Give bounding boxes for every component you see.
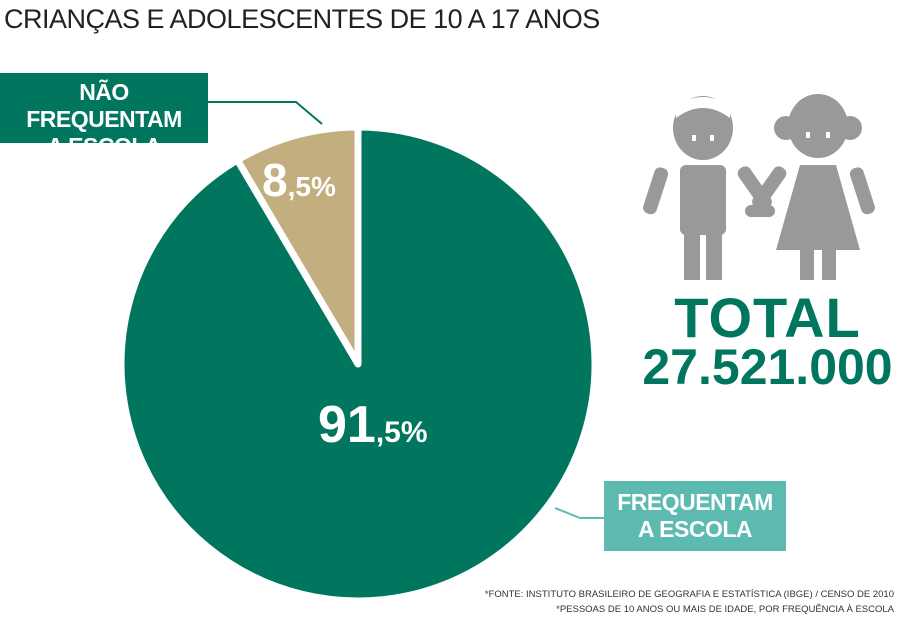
label-not-attend-school: NÃO FREQUENTAM A ESCOLA — [0, 73, 208, 159]
children-holding-hands-icon — [643, 94, 875, 280]
chart-title: CRIANÇAS E ADOLESCENTES DE 10 A 17 ANOS — [4, 4, 600, 34]
label-line: A ESCOLA — [638, 516, 753, 542]
label-attend-school: FREQUENTAM A ESCOLA — [604, 481, 786, 551]
label-line: FREQUENTAM — [617, 489, 773, 515]
leader-line-not-attend — [208, 101, 323, 125]
pie-slice-attend — [117, 123, 599, 605]
label-line: A ESCOLA — [47, 133, 162, 159]
footnote-note: *PESSOAS DE 10 ANOS OU MAIS DE IDADE, PO… — [556, 604, 894, 615]
slice-label-attend: 91,5% — [318, 396, 428, 454]
slice-label-not-attend: 8,5% — [262, 154, 336, 206]
footnote-source: *FONTE: INSTITUTO BRASILEIRO DE GEOGRAFI… — [484, 589, 894, 600]
total-label: TOTAL — [674, 286, 861, 349]
pie-slice-not-attend — [233, 123, 362, 368]
leader-line-attend — [554, 507, 604, 519]
label-line: NÃO FREQUENTAM — [26, 79, 182, 132]
total-value: 27.521.000 — [642, 339, 893, 395]
